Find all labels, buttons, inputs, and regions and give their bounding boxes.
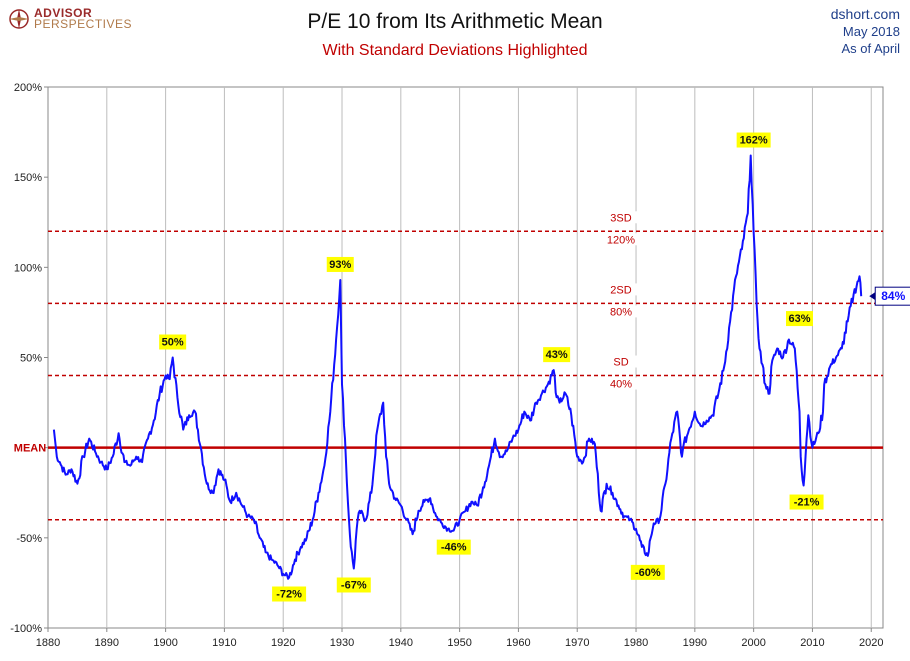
sd-band-label-bg — [601, 377, 641, 390]
sd-band-label: 2SD — [610, 284, 631, 296]
source-block: dshort.com May 2018 As of April — [831, 6, 900, 57]
current-value-box — [874, 286, 910, 306]
sd-band-value: 120% — [607, 234, 635, 246]
compass-icon — [9, 9, 29, 29]
x-tick-label: 2010 — [800, 637, 824, 649]
annotation-bg — [436, 539, 471, 555]
x-tick-label: 1880 — [36, 637, 60, 649]
x-tick-label: 1890 — [95, 637, 119, 649]
sd-band-label: 3SD — [610, 212, 631, 224]
annotation-label: -67% — [341, 579, 367, 591]
annotation-bg — [336, 577, 371, 593]
sd-band-label-bg — [601, 283, 641, 296]
sd-band-label-bg — [601, 305, 641, 318]
source-site: dshort.com — [830, 6, 900, 22]
sd-band-label-bg — [601, 355, 641, 368]
x-tick-label: 1910 — [212, 637, 236, 649]
x-tick-label: 1960 — [506, 637, 530, 649]
y-tick-label: -50% — [16, 533, 42, 545]
annotation-label: 50% — [162, 337, 184, 349]
annotation-bg — [326, 256, 354, 272]
sd-band-value: 80% — [610, 306, 632, 318]
annotation-label: 93% — [329, 259, 351, 271]
sd-band-label: SD — [613, 357, 628, 369]
chart-title: P/E 10 from Its Arithmetic Mean — [307, 10, 603, 33]
annotation-bg — [159, 334, 187, 350]
mean-label: MEAN — [14, 443, 46, 455]
x-tick-label: 1930 — [330, 637, 354, 649]
y-tick-label: 100% — [14, 262, 42, 274]
sd-band-label-bg — [601, 233, 641, 246]
current-pointer — [869, 292, 876, 301]
x-tick-label: 1940 — [389, 637, 413, 649]
annotation-bg — [786, 311, 813, 327]
y-tick-label: 150% — [14, 172, 42, 184]
annotation-label: -72% — [276, 589, 302, 601]
sd-band-label-bg — [601, 211, 641, 224]
x-tick-label: 2000 — [741, 637, 765, 649]
logo: ADVISOR PERSPECTIVES — [8, 6, 133, 31]
x-tick-label: 1990 — [683, 637, 707, 649]
logo-line2: PERSPECTIVES — [34, 17, 133, 31]
annotation-bg — [630, 564, 665, 580]
x-tick-label: 1950 — [447, 637, 471, 649]
annotation-bg — [272, 586, 307, 602]
x-tick-label: 1980 — [624, 637, 648, 649]
source-date: May 2018 — [842, 24, 900, 39]
sd-band-value: 40% — [610, 379, 632, 391]
annotation-label: 162% — [740, 135, 768, 147]
current-value-label: 84% — [881, 289, 905, 303]
x-tick-label: 1900 — [153, 637, 177, 649]
annotation-label: 63% — [788, 313, 810, 325]
chart-subtitle: With Standard Deviations Highlighted — [322, 42, 588, 59]
x-tick-label: 2020 — [859, 637, 883, 649]
x-tick-label: 1920 — [271, 637, 295, 649]
annotation-bg — [543, 347, 571, 363]
source-note: As of April — [841, 41, 900, 56]
annotation-bg — [736, 132, 771, 148]
y-tick-label: -100% — [10, 623, 42, 635]
plot-area — [47, 86, 884, 629]
annotation-bg — [789, 494, 824, 510]
pe10-series-line — [52, 154, 863, 580]
x-tick-label: 1970 — [565, 637, 589, 649]
y-tick-label: 50% — [20, 353, 42, 365]
annotation-label: -46% — [441, 542, 467, 554]
annotation-label: -21% — [794, 497, 820, 509]
logo-line1: ADVISOR — [34, 6, 93, 20]
annotation-label: 43% — [546, 349, 568, 361]
y-tick-label: 200% — [14, 82, 42, 94]
annotation-label: -60% — [635, 567, 661, 579]
